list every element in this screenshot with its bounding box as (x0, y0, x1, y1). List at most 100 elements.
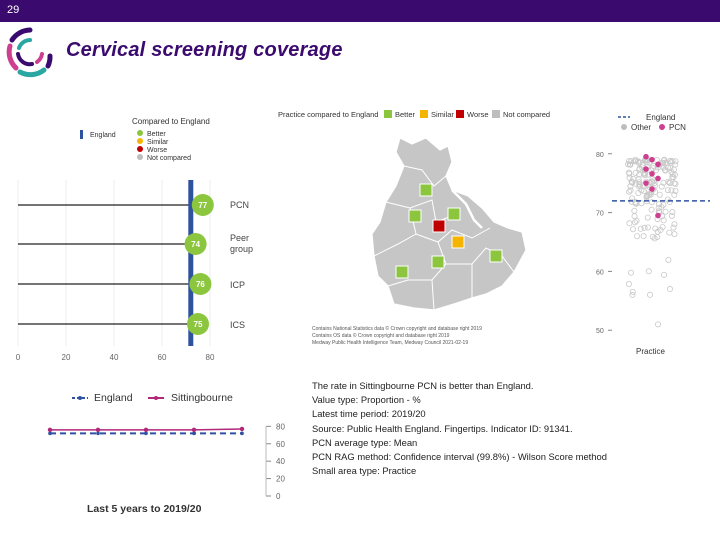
dot-other-point (633, 217, 640, 224)
logo-icon (6, 27, 53, 78)
map-panel: Practice compared to England Better Simi… (278, 110, 550, 346)
compare-legend-england: England (90, 132, 116, 139)
dot-other-point (667, 158, 674, 165)
dot-other-point (635, 190, 642, 197)
dot-legend-pcn-dot (659, 124, 665, 130)
dot-other-point (660, 217, 667, 224)
dot-other-point (653, 167, 660, 174)
dot-other-point (656, 191, 663, 198)
dot-other-point (667, 164, 674, 171)
dot-other-point (668, 159, 675, 166)
row-label-peer-group-line1: Peer (230, 233, 249, 243)
practice-marker-similar[interactable] (451, 235, 465, 249)
dot-other-point (671, 221, 678, 228)
dot-legend-other: Other (631, 123, 651, 132)
dot-other-point (640, 233, 647, 240)
legend-not-compared-label: Not compared (147, 155, 191, 162)
practice-marker-better[interactable] (489, 249, 503, 263)
dot-pcn-point[interactable] (655, 175, 661, 182)
dot-other-point (664, 196, 671, 203)
dot-legend-other-dot (621, 124, 627, 130)
compare-value-dot[interactable] (187, 313, 209, 335)
compare-value-label: 76 (196, 280, 205, 289)
dot-other-point (661, 271, 668, 278)
dot-pcn-point[interactable] (649, 156, 655, 163)
map-legend-worse: Worse (467, 110, 489, 119)
dot-other-point (672, 187, 679, 194)
info-line: PCN RAG method: Confidence interval (99.… (312, 451, 607, 463)
dot-other-point (636, 179, 643, 186)
row-label-ics: ICS (230, 320, 245, 330)
dot-other-point (634, 233, 641, 240)
dot-pcn-point[interactable] (649, 170, 655, 177)
dot-other-point (672, 180, 679, 187)
trend-y-tick: 40 (276, 457, 285, 466)
trend-sittingbourne-point[interactable] (143, 427, 149, 433)
dot-pcn-point[interactable] (643, 180, 649, 186)
dot-other-point (628, 269, 635, 276)
dot-y-tick: 50 (596, 328, 604, 335)
dot-y-tick: 60 (596, 269, 604, 276)
trend-y-tick: 0 (276, 492, 281, 501)
trend-england-point[interactable] (96, 431, 100, 436)
dot-other-point (666, 179, 673, 186)
dot-other-point (629, 291, 636, 298)
dot-y-tick: 80 (596, 152, 604, 159)
dot-other-point (671, 171, 678, 178)
trend-sittingbourne-point[interactable] (47, 427, 53, 433)
dot-other-point (626, 220, 633, 227)
compare-row-labels: PCN Peer group ICP ICS (230, 200, 253, 330)
dot-pcn-point[interactable] (655, 161, 661, 168)
dot-pcn-point[interactable] (643, 166, 649, 172)
trend-sittingbourne-point[interactable] (239, 426, 245, 432)
compare-england-marker (188, 180, 194, 346)
compare-value-dots: 77 74 76 75 (184, 194, 214, 335)
dot-other-point (668, 212, 675, 219)
trend-england-point[interactable] (240, 431, 244, 436)
info-line: Value type: Proportion - % (312, 394, 421, 406)
row-label-icp: ICP (230, 280, 245, 290)
dot-other-point (641, 170, 648, 177)
practice-marker-better[interactable] (431, 255, 445, 269)
dot-other-point (650, 165, 657, 172)
dot-other-point (643, 194, 650, 201)
trend-england-point[interactable] (48, 431, 52, 436)
trend-england-point[interactable] (192, 431, 196, 436)
trend-england-point[interactable] (144, 431, 148, 436)
practice-marker-better[interactable] (419, 183, 433, 197)
compare-x-tick: 0 (16, 353, 21, 362)
dot-pcn-point[interactable] (649, 186, 655, 192)
trend-legend-sittingbourne-dot (154, 396, 158, 400)
practice-marker-worse[interactable] (432, 219, 446, 233)
practice-marker-better[interactable] (447, 207, 461, 221)
dot-other-point (632, 180, 639, 187)
map-legend-not-compared-swatch (492, 110, 500, 118)
info-line: Latest time period: 2019/20 (312, 408, 426, 420)
info-line: Source: Public Health England. Fingertip… (312, 422, 573, 434)
row-label-peer-group-line2: group (230, 244, 253, 254)
trend-england-points (48, 431, 244, 436)
dot-other-point (626, 188, 633, 195)
practice-marker-better[interactable] (395, 265, 409, 279)
top-bar: 29 (0, 0, 720, 22)
map-legend-title: Practice compared to England (278, 110, 378, 119)
map-credit-line: Contains National Statistics data © Crow… (312, 325, 482, 332)
trend-sittingbourne-point[interactable] (95, 427, 101, 433)
dot-other-practices (625, 156, 679, 328)
compare-value-dot[interactable] (189, 273, 212, 295)
dot-other-point (649, 233, 656, 240)
dot-other-point (627, 187, 634, 194)
dot-pcn-point[interactable] (655, 212, 661, 219)
dot-other-point (666, 286, 673, 293)
dot-other-point (666, 229, 673, 236)
practice-marker-better[interactable] (408, 209, 422, 223)
trend-sittingbourne-point[interactable] (191, 427, 197, 433)
legend-worse-label: Worse (147, 147, 167, 154)
dot-x-label: Practice (636, 347, 665, 356)
dot-other-point (625, 281, 632, 288)
compare-value-dot[interactable] (184, 233, 207, 255)
dot-pcn-point[interactable] (643, 153, 649, 160)
dot-other-point (626, 158, 633, 165)
map-boundaries (373, 165, 515, 311)
compare-value-dot[interactable] (191, 194, 214, 216)
